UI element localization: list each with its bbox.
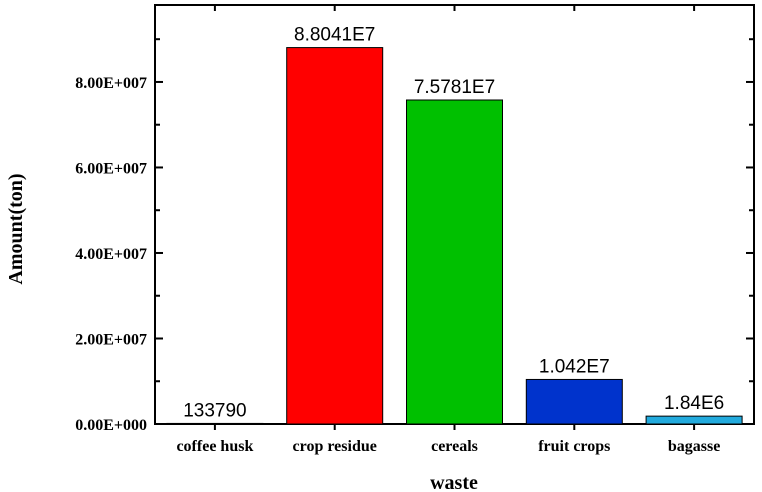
y-tick-label: 4.00E+007 — [75, 246, 147, 263]
bars: 133790 8.8041E7 7.5781E7 1.042E7 1.84E6 — [166, 25, 743, 425]
data-label: 1.042E7 — [539, 356, 610, 377]
y-tick-label: 6.00E+007 — [75, 160, 147, 177]
data-label: 1.84E6 — [664, 393, 724, 414]
data-label: 133790 — [183, 400, 246, 421]
x-tick-label: coffee husk — [176, 438, 253, 455]
y-tick-label: 0.00E+000 — [75, 417, 147, 434]
x-axis-title: waste — [430, 472, 478, 492]
bar-fruit-crops — [525, 378, 623, 425]
y-tick-label: 2.00E+007 — [75, 331, 147, 348]
bar-coffee-husk — [166, 422, 264, 425]
y-axis: 0.00E+000 2.00E+007 4.00E+007 6.00E+007 8.00… — [75, 38, 754, 434]
data-label: 7.5781E7 — [414, 77, 495, 98]
bar-cereals — [406, 99, 503, 425]
y-axis-title: Amount(ton) — [5, 173, 27, 284]
x-axis: coffee husk crop residue cereals fruit crop… — [176, 5, 720, 455]
x-tick-label: crop residue — [293, 438, 377, 455]
x-tick-label: bagasse — [668, 438, 720, 455]
x-tick-label: cereals — [431, 438, 478, 455]
bar-bagasse — [645, 415, 743, 425]
data-label: 8.8041E7 — [294, 25, 375, 46]
x-tick-label: fruit crops — [538, 438, 610, 455]
bar-crop-residue — [286, 47, 384, 425]
y-tick-label: 8.00E+007 — [75, 75, 147, 92]
